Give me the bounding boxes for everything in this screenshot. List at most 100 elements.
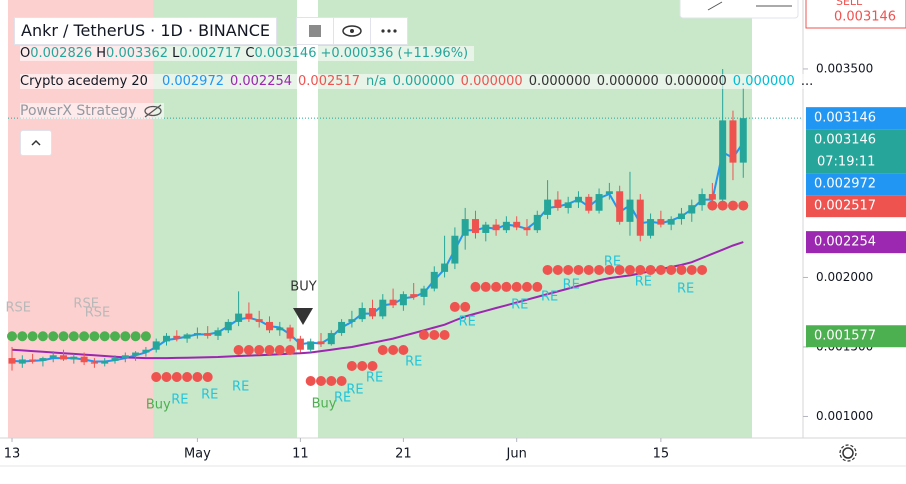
signal-dot bbox=[429, 329, 440, 340]
collapse-button[interactable] bbox=[20, 130, 52, 156]
sell-label-box bbox=[805, 0, 906, 29]
flag-button[interactable] bbox=[296, 17, 334, 45]
signal-dot bbox=[398, 345, 409, 356]
tool-icon bbox=[707, 1, 723, 11]
signal-dot bbox=[130, 331, 141, 342]
signal-dot bbox=[542, 264, 553, 275]
signal-dot bbox=[243, 345, 254, 356]
candle-body bbox=[461, 219, 469, 236]
ohlc-key: L bbox=[172, 46, 180, 61]
annotation: RE bbox=[511, 297, 528, 312]
indicator-value: 0.000000 bbox=[528, 74, 591, 89]
candle-body bbox=[296, 338, 304, 350]
signal-dot bbox=[192, 371, 203, 382]
signal-dot bbox=[37, 331, 48, 342]
signal-dot bbox=[521, 281, 532, 292]
indicator-value: 0.000000 bbox=[732, 74, 795, 89]
signal-dot bbox=[676, 264, 687, 275]
candle-body bbox=[667, 219, 675, 225]
candle-body bbox=[368, 308, 376, 317]
candle-body bbox=[327, 333, 335, 345]
settings-icon[interactable] bbox=[839, 444, 857, 462]
signal-dot bbox=[697, 264, 708, 275]
candle-body bbox=[307, 341, 315, 350]
sell-tag: SELL bbox=[836, 0, 863, 8]
candle-body bbox=[554, 199, 562, 208]
signal-dot bbox=[738, 200, 749, 211]
ohlc-item: O0.002826 bbox=[20, 46, 92, 61]
candle-body bbox=[451, 235, 459, 264]
candle-body bbox=[544, 199, 552, 215]
indicator-more: ... bbox=[800, 74, 814, 89]
candle-body bbox=[60, 355, 68, 360]
annotation: RE bbox=[366, 370, 383, 385]
candle-body bbox=[605, 191, 613, 195]
candle-body bbox=[647, 219, 655, 236]
more-button[interactable] bbox=[370, 17, 408, 45]
symbol-title[interactable]: Ankr / TetherUS · 1D · BINANCE bbox=[14, 17, 277, 45]
annotation: RE bbox=[201, 387, 218, 402]
signal-dot bbox=[552, 264, 563, 275]
signal-dot bbox=[202, 371, 213, 382]
candle-body bbox=[163, 335, 171, 342]
candle-body bbox=[8, 358, 16, 364]
candle-body bbox=[708, 194, 716, 200]
indicator-value: 0.000000 bbox=[596, 74, 659, 89]
signal-dot bbox=[418, 329, 429, 340]
price-badge-label: 0.003146 bbox=[814, 133, 876, 148]
candle-body bbox=[80, 356, 88, 363]
signal-dot bbox=[357, 360, 368, 371]
candle-body bbox=[348, 319, 356, 322]
ohlc-legend: O0.002826 H0.003362 L0.002717 C0.003146 +0.0… bbox=[20, 46, 475, 61]
candle-body bbox=[235, 313, 243, 322]
signal-dot bbox=[305, 376, 316, 387]
ohlc-key: H bbox=[96, 46, 107, 61]
countdown-label: 07:19:11 bbox=[817, 155, 875, 170]
x-tick-label: 11 bbox=[292, 447, 309, 462]
candle-body bbox=[49, 355, 57, 359]
signal-dot bbox=[563, 264, 574, 275]
indicator-value: 0.002254 bbox=[229, 74, 293, 89]
candle-body bbox=[142, 349, 150, 353]
candle-body bbox=[173, 335, 181, 339]
signal-dot bbox=[439, 329, 450, 340]
candle-body bbox=[152, 341, 160, 350]
price-badge-label: 0.003146 bbox=[814, 111, 876, 126]
signal-dot bbox=[727, 200, 738, 211]
candle-body bbox=[245, 313, 253, 320]
signal-dot bbox=[140, 331, 151, 342]
candle-body bbox=[379, 299, 387, 317]
signal-dot bbox=[449, 301, 460, 312]
price-badge bbox=[806, 129, 906, 174]
candle-body bbox=[276, 327, 284, 331]
annotation: RE bbox=[604, 254, 621, 269]
annotation: Buy bbox=[146, 397, 171, 412]
signal-dot bbox=[171, 371, 182, 382]
candle-body bbox=[29, 359, 37, 361]
signal-dot bbox=[264, 345, 275, 356]
price-badge-label: 0.001577 bbox=[814, 329, 876, 344]
ohlc-key: O bbox=[20, 46, 31, 61]
toolbar[interactable] bbox=[679, 0, 799, 19]
candle-body bbox=[513, 221, 521, 228]
signal-dot bbox=[48, 331, 59, 342]
signal-dot bbox=[110, 331, 121, 342]
signal-dot bbox=[68, 331, 79, 342]
candle-body bbox=[657, 219, 665, 225]
signal-dot bbox=[707, 200, 718, 211]
signal-dot bbox=[17, 331, 28, 342]
visibility-button[interactable] bbox=[333, 17, 371, 45]
candle-body bbox=[698, 194, 706, 206]
candle-body bbox=[523, 227, 531, 231]
hidden-icon[interactable] bbox=[142, 104, 164, 118]
candle-body bbox=[430, 271, 438, 289]
candle-body bbox=[132, 352, 140, 356]
candle-body bbox=[739, 118, 747, 163]
price-badge bbox=[806, 325, 906, 348]
ohlc-value: 0.002826 bbox=[30, 46, 93, 61]
price-badge-label: 0.002972 bbox=[814, 177, 876, 192]
candle-body bbox=[101, 360, 109, 364]
